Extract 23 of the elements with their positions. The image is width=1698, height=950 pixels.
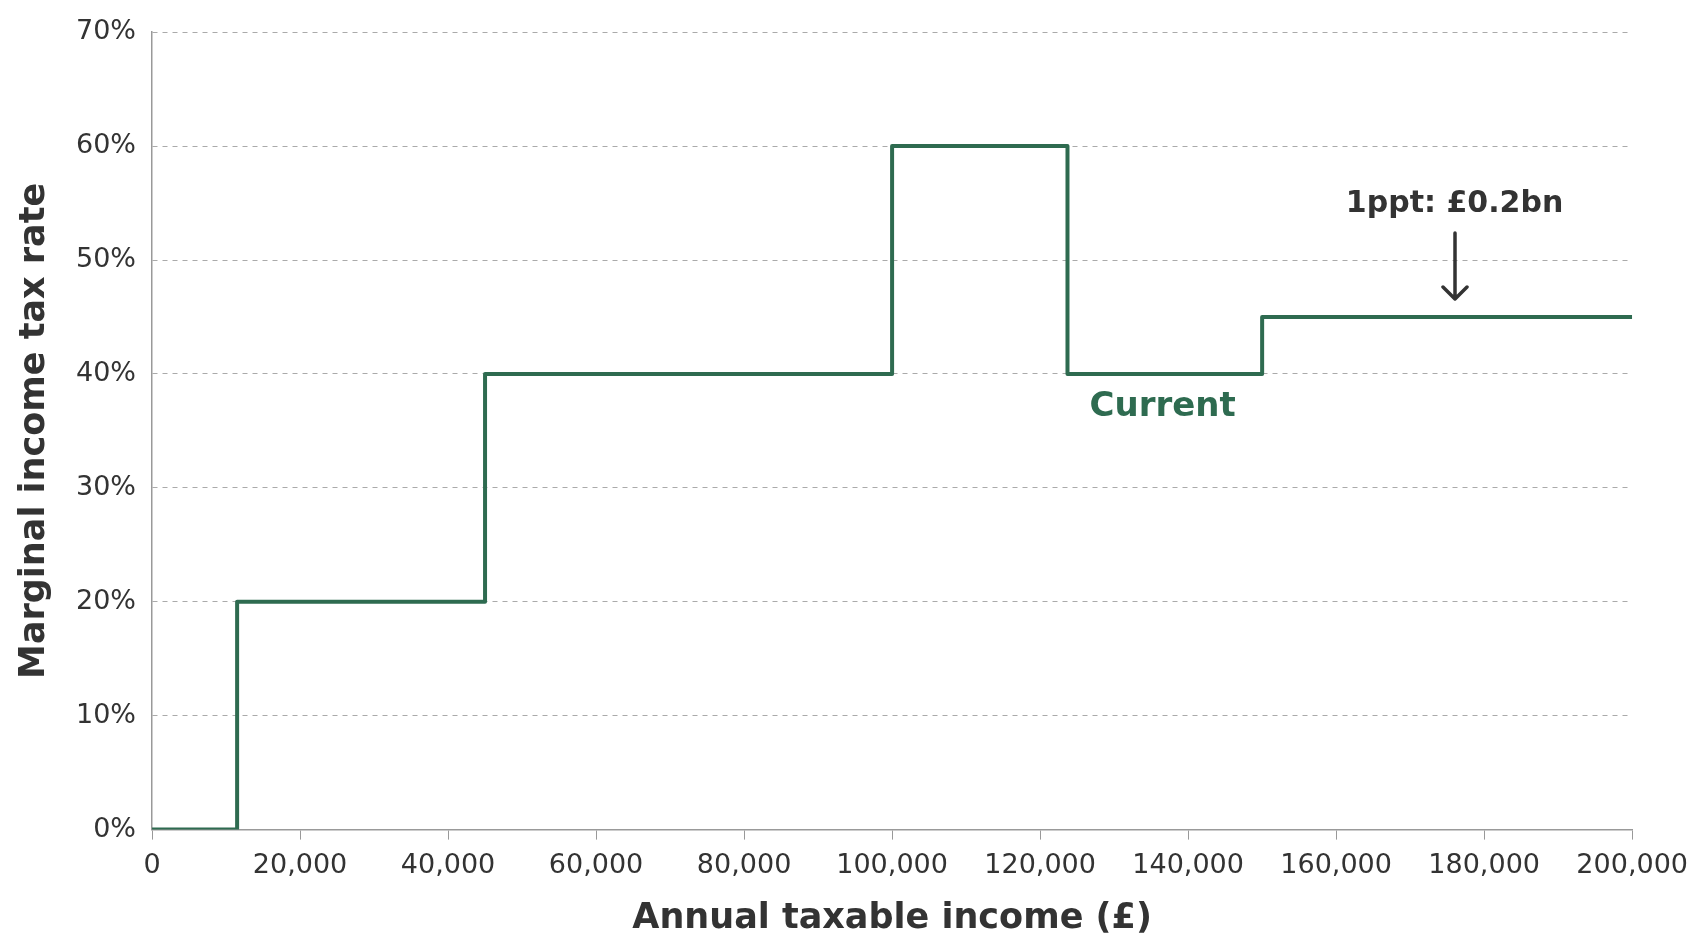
x-tick-label: 60,000	[548, 847, 644, 879]
x-tick-label: 100,000	[836, 847, 948, 879]
x-tick-label: 120,000	[984, 847, 1096, 879]
y-axis-title: Marginal income tax rate	[12, 182, 53, 679]
x-tick-label: 20,000	[252, 847, 348, 879]
y-tick-label: 60%	[76, 128, 137, 160]
x-tick-label: 0	[143, 847, 161, 879]
y-tick-label: 50%	[76, 242, 137, 274]
x-tick-label: 200,000	[1576, 847, 1688, 879]
y-tick-label: 40%	[76, 355, 137, 387]
y-tick-label: 0%	[93, 811, 137, 843]
y-tick-label: 70%	[76, 14, 137, 46]
x-tick-label: 80,000	[696, 847, 792, 879]
annotation: 1ppt: £0.2bn	[1345, 183, 1564, 219]
x-tick-label: 140,000	[1132, 847, 1244, 879]
x-axis-title: Annual taxable income (£)	[632, 896, 1152, 937]
y-tick-label: 20%	[76, 583, 137, 615]
series-label: Current	[1089, 383, 1236, 424]
x-tick-label: 180,000	[1428, 847, 1540, 879]
x-tick-label: 40,000	[400, 847, 496, 879]
y-tick-label: 10%	[76, 697, 137, 729]
y-tick-label: 30%	[76, 469, 137, 501]
x-tick-label: 160,000	[1280, 847, 1392, 879]
